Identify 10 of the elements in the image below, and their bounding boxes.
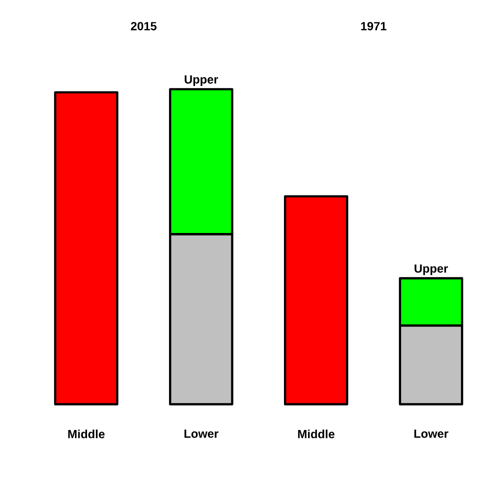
x-tick-label: Middle xyxy=(298,429,334,438)
text: 2015 xyxy=(130,22,157,30)
text: Upper xyxy=(184,75,218,86)
x-tick-label: Middle xyxy=(68,429,105,438)
x-tick-label: Lower xyxy=(184,429,218,438)
bar xyxy=(54,91,118,406)
text: 1971 xyxy=(361,22,386,30)
x-tick-label: Lower xyxy=(414,429,448,438)
series-label: Upper xyxy=(414,264,448,275)
bar xyxy=(284,195,348,406)
